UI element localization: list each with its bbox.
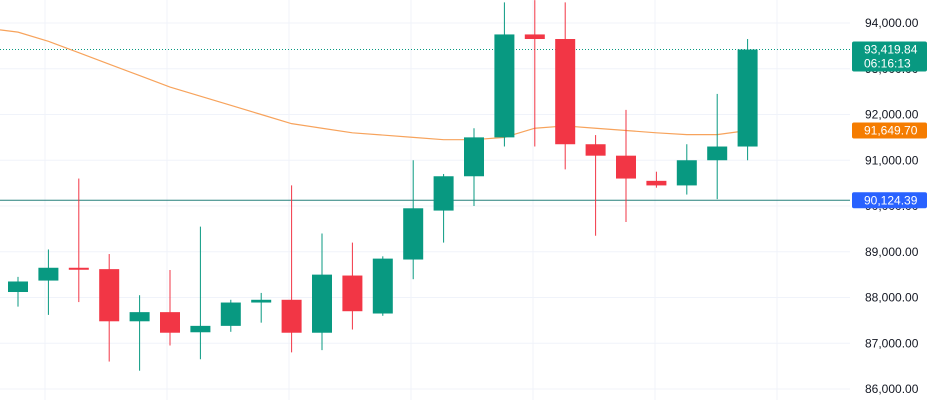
candle-body: [281, 299, 302, 333]
last-price-badge-text: 93,419.84: [864, 43, 918, 57]
candle-body: [707, 146, 728, 161]
candle-body: [251, 299, 272, 303]
horizontal-line-badge-text: 90,124.39: [864, 193, 918, 207]
y-tick-label: 89,000.00: [865, 245, 919, 259]
candle-body: [372, 258, 393, 314]
candle-body: [737, 49, 758, 147]
candle-body: [524, 34, 545, 40]
candle-body: [68, 267, 89, 270]
y-tick-label: 92,000.00: [865, 108, 919, 122]
candle-body: [38, 267, 59, 281]
candle-body: [494, 34, 515, 138]
y-tick-label: 86,000.00: [865, 382, 919, 396]
last-price-badge-text: 06:16:13: [864, 57, 911, 71]
candle-body: [220, 302, 241, 326]
candle-body: [160, 312, 180, 333]
candle-body: [8, 281, 28, 293]
candle-body: [403, 208, 424, 260]
candle-body: [676, 160, 697, 186]
y-tick-label: 91,000.00: [865, 153, 919, 167]
candle-body: [312, 274, 332, 333]
moving-average-line: [0, 29, 748, 141]
candle-body: [555, 39, 576, 145]
candle-body: [616, 155, 636, 179]
horizontal-line-badge: [852, 192, 927, 209]
candle-body: [342, 275, 363, 312]
candle-body: [433, 176, 454, 211]
candle-body: [464, 137, 484, 177]
candle-body: [129, 312, 150, 322]
y-tick-label: 94,000.00: [865, 16, 919, 30]
candle-body: [190, 325, 211, 333]
y-tick-label: 87,000.00: [865, 336, 919, 350]
moving-average-badge-text: 91,649.70: [864, 124, 918, 138]
last-price-badge: [852, 41, 927, 72]
moving-average-badge: [852, 122, 927, 139]
candle-body: [646, 180, 667, 186]
y-tick-label: 88,000.00: [865, 291, 919, 305]
candle-body: [585, 144, 606, 156]
candle-body: [99, 269, 120, 322]
